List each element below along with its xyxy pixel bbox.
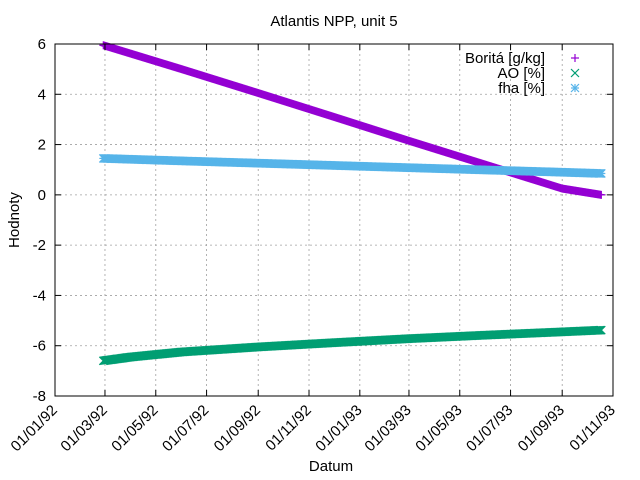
data-point — [596, 169, 606, 178]
x-tick-label: 01/11/93 — [566, 402, 619, 455]
x-tick-label: 01/11/92 — [262, 402, 315, 455]
series-3-points — [98, 153, 606, 178]
x-tick-label: 01/01/93 — [312, 402, 365, 455]
x-tick-label: 01/09/93 — [515, 402, 568, 455]
chart-title: Atlantis NPP, unit 5 — [270, 13, 397, 30]
x-tick-label: 01/05/92 — [108, 402, 161, 455]
legend-marker-cross — [570, 68, 580, 78]
series-1-points — [99, 41, 606, 199]
data-point — [597, 190, 606, 199]
x-tick-label: 01/05/93 — [412, 402, 465, 455]
y-tick-label: 4 — [38, 86, 46, 103]
legend-marker-plus — [571, 54, 579, 62]
x-tick-label: 01/07/92 — [159, 402, 212, 455]
x-tick-label: 01/07/93 — [463, 402, 516, 455]
x-tick-label: 01/01/92 — [8, 402, 61, 455]
axis-ticks: 6420-2-4-6-801/01/9201/03/9201/05/9201/0… — [8, 36, 619, 455]
x-tick-label: 01/03/92 — [57, 402, 110, 455]
legend-label: fha [%] — [498, 80, 545, 97]
y-tick-label: -6 — [33, 338, 46, 355]
data-point — [596, 325, 606, 335]
y-tick-label: -8 — [33, 388, 46, 405]
x-axis-label: Datum — [309, 458, 353, 475]
x-tick-label: 01/03/93 — [361, 402, 414, 455]
y-axis-label: Hodnoty — [6, 192, 23, 248]
y-tick-label: -4 — [33, 287, 46, 304]
plot-series — [98, 41, 606, 366]
legend-marker-star — [570, 83, 580, 93]
series-2-points — [98, 325, 606, 366]
x-tick-label: 01/09/92 — [211, 402, 264, 455]
y-tick-label: 0 — [38, 187, 46, 204]
y-tick-label: 6 — [38, 36, 46, 53]
grid-lines — [55, 44, 613, 396]
y-tick-label: 2 — [38, 137, 46, 154]
y-tick-label: -2 — [33, 237, 46, 254]
